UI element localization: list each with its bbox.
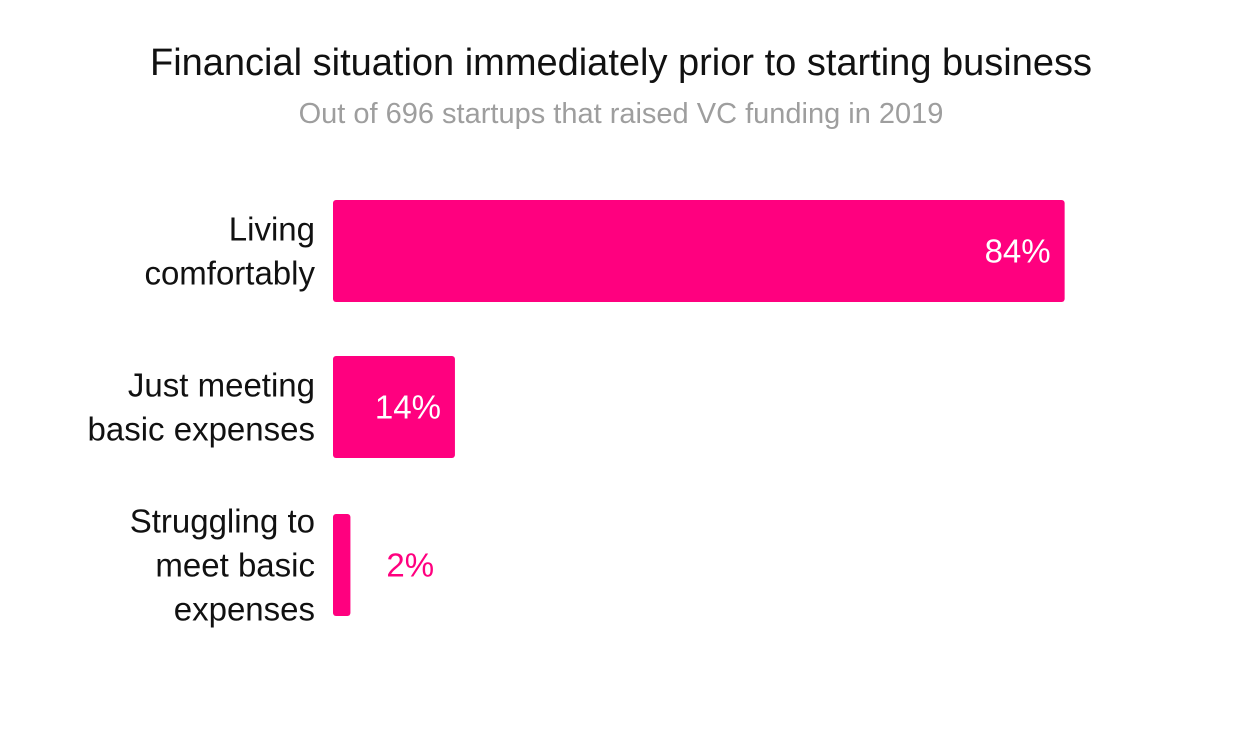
category-label-line: Living xyxy=(229,211,315,248)
category-label-0: Living comfortably xyxy=(144,211,315,292)
chart-title: Financial situation immediately prior to… xyxy=(150,42,1092,84)
category-label-line: comfortably xyxy=(144,255,315,292)
category-label-line: Just meeting xyxy=(128,367,315,404)
category-label-line: basic expenses xyxy=(88,411,315,448)
category-label-2: Struggling to meet basic expenses xyxy=(130,503,315,628)
category-label-line: meet basic xyxy=(155,547,315,584)
bar-1 xyxy=(333,356,455,458)
category-label-line: Struggling to xyxy=(130,503,315,540)
bar-2 xyxy=(333,514,351,616)
value-label-2: 2% xyxy=(386,547,434,584)
category-label-line: expenses xyxy=(174,591,315,628)
category-label-1: Just meeting basic expenses xyxy=(88,367,315,448)
value-label-0: 84% xyxy=(985,233,1051,270)
value-label-1: 14% xyxy=(375,389,441,426)
bar-0 xyxy=(333,200,1065,302)
chart-subtitle: Out of 696 startups that raised VC fundi… xyxy=(298,98,944,130)
